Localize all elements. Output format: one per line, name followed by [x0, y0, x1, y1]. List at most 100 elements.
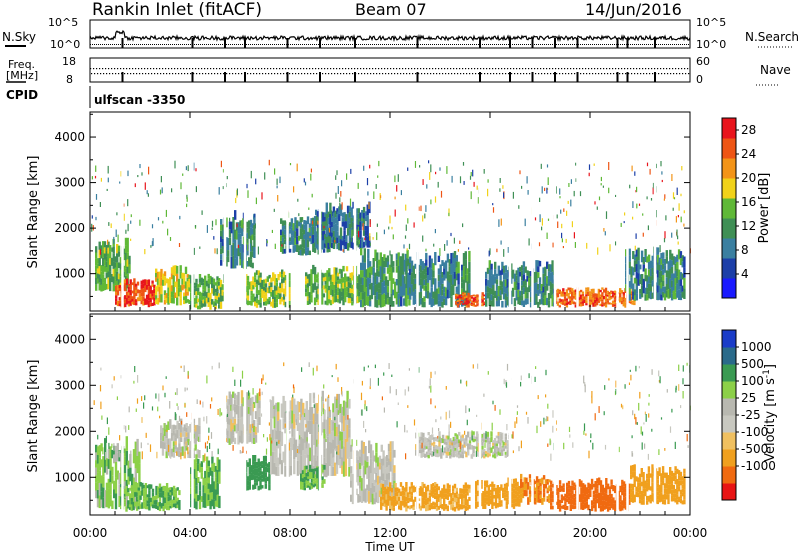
freq-dot — [568, 73, 570, 75]
freq-dot — [265, 73, 267, 75]
heatmap-cell — [432, 263, 435, 271]
heatmap-cell — [323, 419, 326, 430]
heatmap-cell — [275, 278, 278, 283]
heatmap-cell — [249, 235, 253, 244]
heatmap-cell — [315, 220, 318, 226]
heatmap-cell — [585, 291, 588, 295]
heatmap-cell — [455, 498, 458, 502]
heatmap-cell — [138, 463, 141, 475]
heatmap-cell — [443, 493, 446, 498]
heatmap-cell — [127, 460, 130, 469]
heatmap-cell — [241, 252, 244, 260]
heatmap-cell — [307, 471, 310, 475]
heatmap-cell — [403, 259, 406, 272]
heatmap-cell — [169, 285, 172, 295]
heatmap-cell — [109, 446, 112, 459]
heatmap-cell — [136, 438, 139, 456]
heatmap-cell — [163, 271, 167, 276]
heatmap-cell — [291, 410, 294, 424]
heatmap-cell — [303, 244, 306, 249]
heatmap-cell — [360, 299, 363, 308]
heatmap-cell — [432, 505, 435, 510]
heatmap-cell — [253, 235, 256, 247]
heatmap-cell — [383, 260, 386, 268]
nave-dot — [540, 68, 542, 70]
heatmap-cell — [283, 248, 286, 254]
heatmap-cell — [660, 282, 663, 289]
heatmap-cell — [264, 296, 268, 302]
noise-search-dot — [134, 44, 135, 45]
y-tick-label: 1000 — [54, 267, 85, 281]
heatmap-cell — [506, 443, 509, 447]
heatmap-cell — [476, 303, 479, 307]
heatmap-cell — [604, 296, 608, 299]
heatmap-cell — [105, 272, 108, 279]
heatmap-cell — [389, 496, 392, 501]
heatmap-cell — [335, 455, 339, 465]
heatmap-cell — [251, 223, 254, 229]
nave-dot — [489, 68, 491, 70]
heatmap-cell — [307, 478, 310, 481]
heatmap-cell — [178, 500, 181, 505]
heatmap-cell — [481, 302, 484, 307]
heatmap-cell — [273, 462, 276, 475]
freq-dot — [445, 73, 447, 75]
heatmap-cell — [271, 451, 275, 463]
heatmap-cell — [241, 220, 244, 229]
heatmap-cell — [386, 267, 390, 274]
heatmap-cell — [441, 272, 444, 278]
freq-dot — [211, 73, 213, 75]
heatmap-cell — [190, 480, 193, 488]
heatmap-cell — [538, 288, 542, 294]
noise-search-dot — [662, 44, 663, 45]
scatter-echo — [276, 178, 278, 185]
heatmap-cell — [197, 458, 200, 465]
heatmap-cell — [498, 493, 501, 501]
nave-dot — [219, 68, 221, 70]
heatmap-cell — [574, 292, 577, 295]
heatmap-cell — [124, 253, 128, 261]
heatmap-cell — [401, 485, 404, 491]
scatter-echo — [251, 242, 253, 250]
heatmap-cell — [546, 261, 549, 269]
heatmap-cell — [228, 221, 232, 230]
noise-search-dot — [584, 44, 585, 45]
heatmap-cell — [340, 287, 343, 292]
heatmap-cell — [431, 451, 434, 454]
heatmap-cell — [405, 288, 408, 298]
heatmap-cell — [216, 469, 219, 483]
heatmap-cell — [431, 442, 434, 446]
heatmap-cell — [306, 287, 310, 292]
heatmap-cell — [258, 416, 261, 425]
heatmap-cell — [628, 294, 631, 301]
heatmap-cell — [163, 280, 167, 286]
heatmap-cell — [98, 274, 101, 283]
heatmap-cell — [257, 280, 260, 286]
heatmap-cell — [423, 483, 426, 488]
heatmap-cell — [116, 271, 119, 281]
freq-dot — [409, 73, 411, 75]
heatmap-cell — [486, 286, 490, 293]
heatmap-cell — [429, 435, 432, 438]
heatmap-cell — [322, 231, 325, 241]
heatmap-cell — [461, 448, 464, 452]
heatmap-cell — [323, 212, 327, 217]
heatmap-cell — [167, 438, 170, 448]
heatmap-cell — [396, 496, 399, 501]
heatmap-cell — [480, 484, 483, 489]
noise-search-dot — [392, 44, 393, 45]
heatmap-cell — [250, 281, 253, 287]
heatmap-cell — [366, 484, 369, 491]
heatmap-cell — [599, 289, 602, 293]
heatmap-cell — [252, 280, 255, 286]
heatmap-cell — [273, 296, 277, 303]
heatmap-cell — [123, 498, 126, 502]
heatmap-cell — [670, 253, 674, 261]
heatmap-cell — [165, 492, 169, 497]
heatmap-cell — [439, 296, 442, 307]
heatmap-cell — [357, 468, 360, 477]
heatmap-cell — [377, 475, 380, 485]
heatmap-cell — [381, 294, 384, 308]
heatmap-cell — [105, 245, 108, 251]
heatmap-cell — [390, 496, 394, 502]
